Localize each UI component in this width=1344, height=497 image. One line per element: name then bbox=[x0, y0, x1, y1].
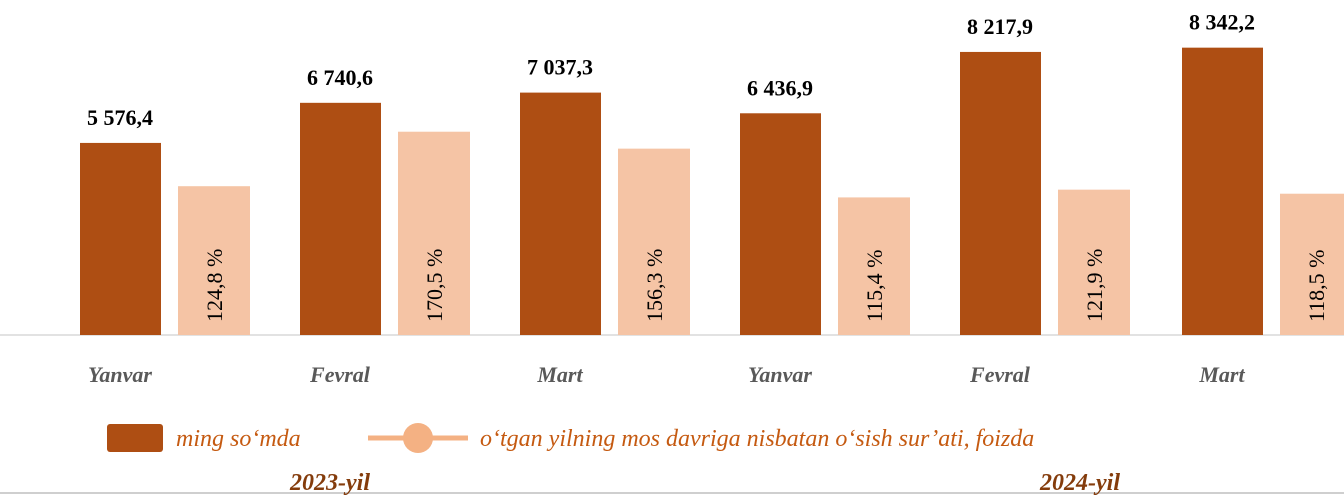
data-label: 124,8 % bbox=[202, 249, 227, 322]
bar bbox=[1182, 47, 1263, 335]
data-label: 5 576,4 bbox=[87, 105, 153, 130]
bar bbox=[520, 92, 601, 335]
x-tick-label: Mart bbox=[536, 362, 583, 387]
year-label: 2023-yil bbox=[289, 470, 370, 496]
year-label: 2024-yil bbox=[1039, 470, 1120, 496]
data-label: 6 436,9 bbox=[747, 75, 813, 100]
bar bbox=[300, 102, 381, 335]
data-label: 115,4 % bbox=[862, 249, 887, 322]
x-tick-label: Yanvar bbox=[88, 362, 152, 387]
bar bbox=[80, 142, 161, 335]
data-label: 6 740,6 bbox=[307, 65, 373, 90]
data-label: 121,9 % bbox=[1082, 249, 1107, 322]
x-tick-label: Mart bbox=[1198, 362, 1245, 387]
bar bbox=[740, 113, 821, 336]
legend-label: o‘tgan yilning mos davriga nisbatan o‘si… bbox=[480, 426, 1034, 452]
bar bbox=[178, 186, 250, 335]
bar bbox=[1058, 189, 1130, 335]
x-tick-label: Fevral bbox=[969, 362, 1031, 387]
data-label: 156,3 % bbox=[642, 249, 667, 322]
bar bbox=[960, 51, 1041, 336]
data-label: 8 342,2 bbox=[1189, 10, 1255, 35]
bar bbox=[618, 148, 690, 335]
x-tick-label: Fevral bbox=[309, 362, 371, 387]
legend-swatch bbox=[107, 424, 163, 452]
bar bbox=[398, 131, 470, 335]
legend-label: ming so‘mda bbox=[176, 426, 301, 452]
data-label: 118,5 % bbox=[1304, 249, 1329, 322]
bar bbox=[838, 197, 910, 335]
data-label: 8 217,9 bbox=[967, 14, 1033, 39]
legend-marker bbox=[403, 423, 433, 453]
x-tick-label: Yanvar bbox=[748, 362, 812, 387]
data-label: 7 037,3 bbox=[527, 55, 593, 80]
data-label: 170,5 % bbox=[422, 249, 447, 322]
bar bbox=[1280, 193, 1344, 335]
